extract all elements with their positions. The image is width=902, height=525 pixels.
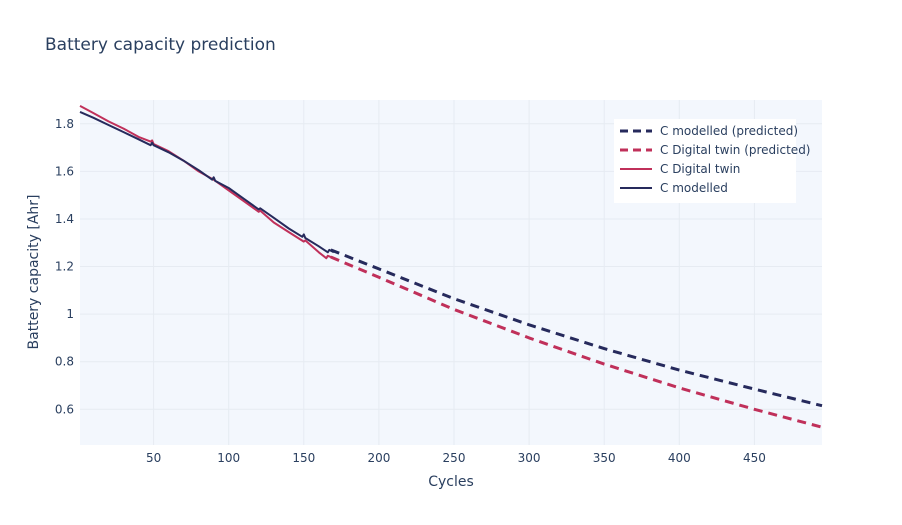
legend-label-c-modelled-predicted[interactable]: C modelled (predicted) <box>660 124 798 138</box>
y-tick-label: 0.6 <box>55 402 74 416</box>
legend-label-c-digital-twin[interactable]: C Digital twin <box>660 162 740 176</box>
legend-label-c-modelled[interactable]: C modelled <box>660 181 728 195</box>
series-line-c-modelled-predicted[interactable] <box>330 248 823 408</box>
axis-ticks: 50 100 150 200 250 300 350 400 450 0.6 0.8 1 1.2 1.4 1… <box>55 117 766 465</box>
x-tick-label: 400 <box>668 451 691 465</box>
x-tick-label: 450 <box>743 451 766 465</box>
y-tick-label: 1.8 <box>55 117 74 131</box>
x-axis-title: Cycles <box>428 474 474 490</box>
series-lines <box>79 105 823 429</box>
y-tick-label: 1.2 <box>55 260 74 274</box>
y-tick-label: 1.6 <box>55 164 74 178</box>
x-tick-label: 200 <box>367 451 390 465</box>
chart-title: Battery capacity prediction <box>45 35 276 55</box>
series-line-c-modelled[interactable] <box>79 110 335 254</box>
series-line-c-digital-twin-predicted[interactable] <box>330 255 823 429</box>
y-axis-title: Battery capacity [Ahr] <box>26 195 42 350</box>
x-tick-label: 250 <box>443 451 466 465</box>
legend[interactable]: C modelled (predicted) C Digital twin (pr… <box>614 119 811 203</box>
y-tick-label: 0.8 <box>55 355 74 369</box>
x-tick-label: 300 <box>518 451 541 465</box>
legend-label-c-digital-twin-predicted[interactable]: C Digital twin (predicted) <box>660 143 811 157</box>
x-tick-label: 100 <box>217 451 240 465</box>
y-tick-label: 1 <box>66 307 74 321</box>
x-tick-label: 150 <box>292 451 315 465</box>
x-tick-label: 350 <box>593 451 616 465</box>
x-tick-label: 50 <box>146 451 161 465</box>
y-tick-label: 1.4 <box>55 212 74 226</box>
